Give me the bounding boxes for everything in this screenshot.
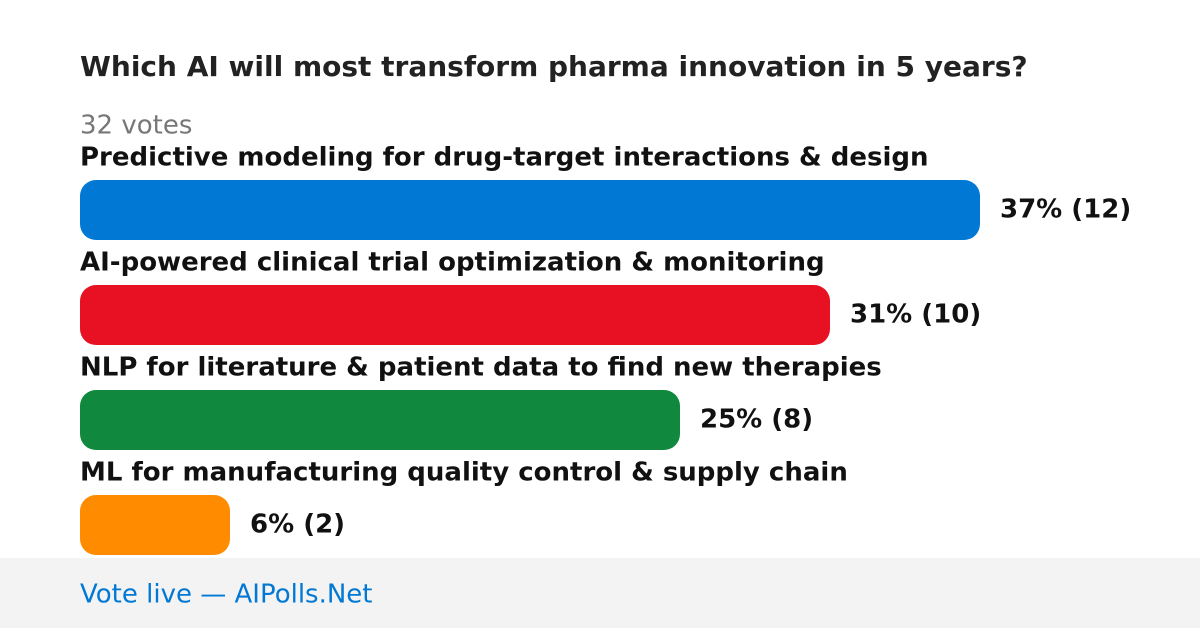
vote-count: 32 votes — [80, 111, 192, 141]
footer-link[interactable]: Vote live — AIPolls.Net — [80, 580, 373, 610]
option-label: NLP for literature & patient data to fin… — [80, 353, 882, 383]
value-label: 37% (12) — [1000, 195, 1131, 225]
bar — [80, 390, 680, 450]
option-label: ML for manufacturing quality control & s… — [80, 458, 848, 488]
value-label: 25% (8) — [700, 405, 813, 435]
bar — [80, 285, 830, 345]
option-label: AI-powered clinical trial optimization &… — [80, 248, 825, 278]
footer-band — [0, 558, 1200, 628]
option-label: Predictive modeling for drug-target inte… — [80, 143, 929, 173]
bar — [80, 180, 980, 240]
value-label: 6% (2) — [250, 510, 345, 540]
chart-title: Which AI will most transform pharma inno… — [80, 50, 1028, 83]
bar — [80, 495, 230, 555]
value-label: 31% (10) — [850, 300, 981, 330]
